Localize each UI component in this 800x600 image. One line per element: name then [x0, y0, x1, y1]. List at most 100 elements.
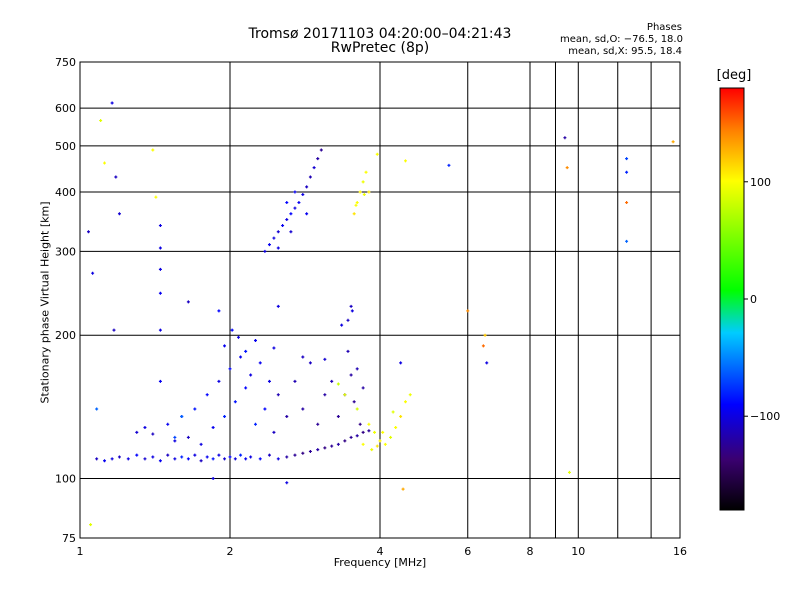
data-point: [239, 355, 243, 359]
data-point: [323, 393, 327, 397]
data-point: [230, 328, 234, 332]
data-point: [263, 407, 267, 411]
data-point: [293, 453, 297, 457]
data-point: [323, 446, 327, 450]
data-point: [330, 444, 334, 448]
data-point: [249, 455, 253, 459]
data-point: [485, 361, 489, 365]
data-point: [258, 361, 262, 365]
data-point: [301, 193, 305, 197]
x-tick-label: 10: [571, 545, 585, 558]
data-point: [381, 430, 385, 434]
data-point: [447, 163, 451, 167]
data-point: [301, 451, 305, 455]
data-point: [272, 346, 276, 350]
data-point: [567, 470, 571, 474]
data-point: [354, 203, 358, 207]
points-layer: [86, 101, 675, 527]
y-tick-label: 300: [55, 245, 76, 258]
data-point: [364, 170, 368, 174]
chart-title: Tromsø 20171103 04:20:00–04:21:43: [248, 26, 512, 42]
data-point: [281, 224, 285, 228]
tick-layer: 1 2 4 6 8 10 16 75 100 200 300 400 500 600 750: [55, 56, 687, 558]
data-point: [401, 487, 405, 491]
data-point: [143, 425, 147, 429]
data-point: [223, 344, 227, 348]
colorbar-tick-label: −100: [750, 410, 780, 423]
data-point: [166, 453, 170, 457]
data-point: [249, 373, 253, 377]
data-point: [330, 379, 334, 383]
data-point: [481, 344, 485, 348]
data-point: [276, 304, 280, 308]
data-point: [336, 442, 340, 446]
data-point: [173, 457, 177, 461]
data-point: [355, 407, 359, 411]
x-tick-label: 16: [673, 545, 687, 558]
data-point: [117, 212, 121, 216]
data-point: [154, 195, 158, 199]
data-point: [343, 439, 347, 443]
x-tick-label: 8: [527, 545, 534, 558]
data-point: [112, 328, 116, 332]
data-point: [244, 457, 248, 461]
data-point: [233, 457, 237, 461]
data-point: [563, 136, 567, 140]
data-point: [625, 157, 629, 161]
data-point: [319, 148, 323, 152]
data-point: [193, 407, 197, 411]
data-point: [244, 349, 248, 353]
data-point: [293, 206, 297, 210]
phase-heading: Phases: [646, 22, 682, 33]
data-point: [103, 459, 107, 463]
data-point: [276, 393, 280, 397]
data-point: [375, 152, 379, 156]
data-point: [263, 249, 267, 253]
data-point: [336, 382, 340, 386]
data-point: [367, 190, 371, 194]
data-point: [361, 386, 365, 390]
data-point: [272, 430, 276, 434]
data-point: [193, 453, 197, 457]
data-point: [117, 455, 121, 459]
y-tick-label: 500: [55, 140, 76, 153]
data-point: [349, 373, 353, 377]
data-point: [355, 201, 359, 205]
data-point: [267, 453, 271, 457]
data-point: [403, 159, 407, 163]
data-point: [343, 393, 347, 397]
data-point: [267, 243, 271, 247]
data-point: [110, 101, 114, 105]
data-point: [308, 175, 312, 179]
data-point: [86, 230, 90, 234]
data-point: [391, 410, 395, 414]
data-point: [671, 140, 675, 144]
data-point: [276, 230, 280, 234]
data-point: [158, 246, 162, 250]
data-point: [323, 357, 327, 361]
data-point: [367, 422, 371, 426]
data-point: [199, 459, 203, 463]
data-point: [151, 148, 155, 152]
data-point: [186, 457, 190, 461]
colorbar-tick-label: 0: [750, 293, 757, 306]
colorbar-unit: [deg]: [716, 68, 752, 83]
data-point: [316, 157, 320, 161]
data-point: [199, 442, 203, 446]
data-point: [135, 453, 139, 457]
data-point: [399, 414, 403, 418]
data-point: [205, 393, 209, 397]
data-point: [166, 422, 170, 426]
data-point: [316, 448, 320, 452]
y-tick-label: 600: [55, 102, 76, 115]
data-point: [389, 435, 393, 439]
data-point: [312, 166, 316, 170]
data-point: [285, 455, 289, 459]
data-point: [158, 224, 162, 228]
data-point: [173, 435, 177, 439]
data-point: [316, 422, 320, 426]
data-point: [340, 323, 344, 327]
data-point: [378, 439, 382, 443]
data-point: [308, 449, 312, 453]
